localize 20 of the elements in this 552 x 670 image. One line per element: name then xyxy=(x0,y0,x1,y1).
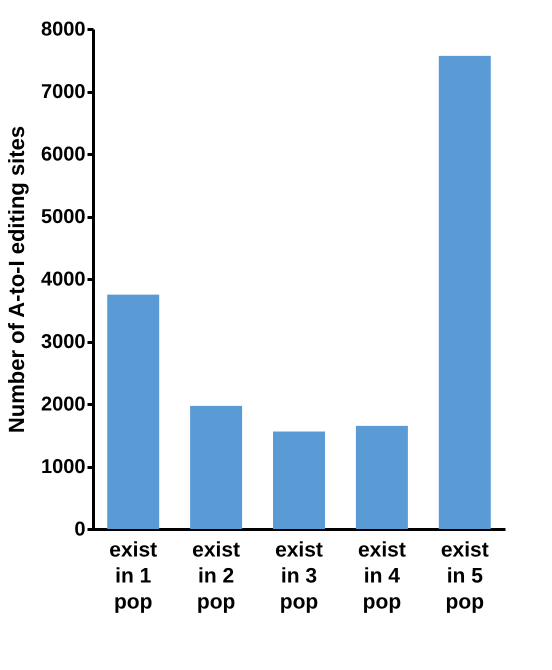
y-tick-label: 2000 xyxy=(41,394,86,416)
bar xyxy=(107,294,160,529)
y-tick-label: 7000 xyxy=(41,81,86,103)
x-tick-label: exist in 2 pop xyxy=(192,538,240,614)
x-tick-label: exist in 1 pop xyxy=(109,538,158,614)
bar xyxy=(273,432,325,529)
x-tick-label: exist in 4 pop xyxy=(358,538,406,614)
y-axis-title: Number of A-to-I editing sites xyxy=(4,126,30,434)
bar xyxy=(438,56,491,529)
bar xyxy=(356,426,408,529)
x-tick-label: exist in 5 pop xyxy=(440,538,489,614)
y-tick-label: 3000 xyxy=(41,331,86,353)
bar xyxy=(190,406,242,529)
y-tick-label: 6000 xyxy=(41,144,86,166)
y-tick-label: 5000 xyxy=(41,206,86,228)
x-tick-label: exist in 3 pop xyxy=(275,538,323,614)
y-tick-label: 4000 xyxy=(41,268,86,290)
y-tick-label: 1000 xyxy=(41,456,86,478)
y-tick-label: 8000 xyxy=(41,18,86,40)
y-tick-label: 0 xyxy=(74,518,86,540)
